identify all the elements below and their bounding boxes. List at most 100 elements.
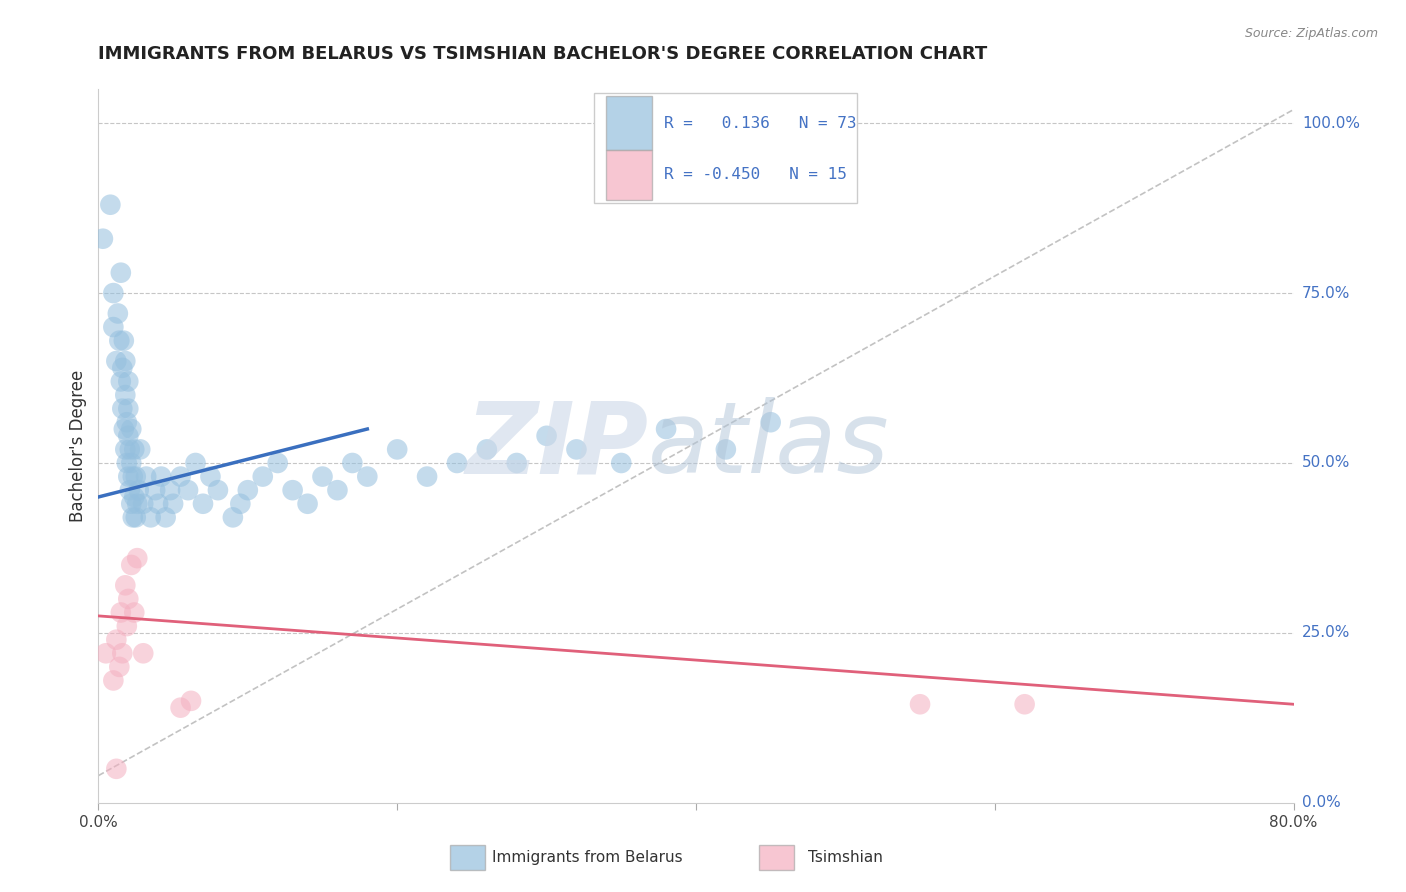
Point (112, 334, 135, 348)
Point (610, 456, 633, 470)
Point (117, 401, 139, 416)
Point (98, 198, 122, 212)
Point (127, 497, 149, 511)
FancyBboxPatch shape (595, 93, 858, 203)
Point (117, 469, 139, 483)
Point (169, 469, 191, 483)
Point (506, 456, 529, 470)
Point (132, 646, 155, 660)
Point (475, 442, 498, 457)
Point (135, 469, 157, 483)
Point (908, 698, 931, 712)
Point (356, 469, 378, 483)
Point (342, 456, 364, 470)
Point (91, 232, 114, 246)
Text: 50.0%: 50.0% (1302, 456, 1350, 470)
Point (115, 415, 138, 429)
Point (222, 510, 245, 524)
Point (110, 606, 132, 620)
FancyBboxPatch shape (606, 96, 652, 150)
Point (114, 354, 136, 368)
Point (267, 456, 290, 470)
Point (111, 360, 134, 375)
Point (111, 401, 134, 416)
Point (124, 606, 146, 620)
Point (103, 320, 125, 334)
Point (112, 422, 135, 436)
Point (115, 456, 138, 470)
Y-axis label: Bachelor's Degree: Bachelor's Degree (69, 370, 87, 522)
Point (759, 415, 782, 429)
Text: ZIP: ZIP (465, 398, 648, 494)
Point (125, 510, 148, 524)
Point (114, 578, 136, 592)
Point (416, 469, 439, 483)
Text: Source: ZipAtlas.com: Source: ZipAtlas.com (1244, 27, 1378, 40)
Point (110, 375, 132, 389)
Point (105, 632, 128, 647)
Point (326, 483, 349, 498)
Point (143, 483, 166, 498)
Point (120, 422, 142, 436)
Point (385, 442, 409, 457)
Point (148, 497, 170, 511)
Text: R =   0.136   N = 73: R = 0.136 N = 73 (664, 116, 856, 131)
Point (107, 306, 129, 320)
Text: Tsimshian: Tsimshian (808, 850, 883, 864)
Point (139, 510, 162, 524)
Point (127, 551, 149, 566)
Point (117, 591, 139, 606)
Point (120, 558, 142, 572)
Point (120, 456, 142, 470)
Point (236, 483, 259, 498)
Text: 75.0%: 75.0% (1302, 285, 1350, 301)
Point (655, 422, 678, 436)
Point (121, 510, 143, 524)
Point (311, 469, 333, 483)
Point (200, 469, 222, 483)
Point (105, 762, 128, 776)
Point (105, 354, 128, 368)
Point (108, 334, 131, 348)
Text: IMMIGRANTS FROM BELARUS VS TSIMSHIAN BACHELOR'S DEGREE CORRELATION CHART: IMMIGRANTS FROM BELARUS VS TSIMSHIAN BAC… (98, 45, 987, 62)
Point (103, 673, 125, 688)
Point (124, 490, 146, 504)
Point (114, 388, 136, 402)
Text: 25.0%: 25.0% (1302, 625, 1350, 640)
Point (159, 483, 181, 498)
Point (108, 660, 131, 674)
Point (111, 646, 134, 660)
Point (191, 497, 214, 511)
Point (1014, 698, 1036, 712)
Point (281, 483, 304, 498)
Point (155, 510, 177, 524)
Point (121, 469, 143, 483)
Text: Immigrants from Belarus: Immigrants from Belarus (492, 850, 683, 864)
Point (125, 469, 148, 483)
FancyBboxPatch shape (606, 150, 652, 200)
Point (117, 429, 139, 443)
Point (184, 456, 207, 470)
Text: R = -0.450   N = 15: R = -0.450 N = 15 (664, 168, 846, 182)
Point (536, 429, 558, 443)
Point (252, 469, 274, 483)
Point (714, 442, 737, 457)
Point (118, 483, 141, 498)
Point (132, 497, 155, 511)
Point (169, 700, 191, 714)
Point (162, 497, 184, 511)
Point (114, 442, 136, 457)
Point (110, 266, 132, 280)
Point (297, 497, 319, 511)
Point (117, 375, 139, 389)
Text: atlas: atlas (648, 398, 890, 494)
Point (118, 442, 141, 457)
Text: 0.0%: 0.0% (1302, 796, 1340, 810)
Point (229, 497, 252, 511)
Point (565, 442, 588, 457)
Point (124, 442, 146, 457)
Point (120, 497, 142, 511)
Point (446, 456, 468, 470)
Point (129, 442, 152, 457)
Point (207, 483, 229, 498)
